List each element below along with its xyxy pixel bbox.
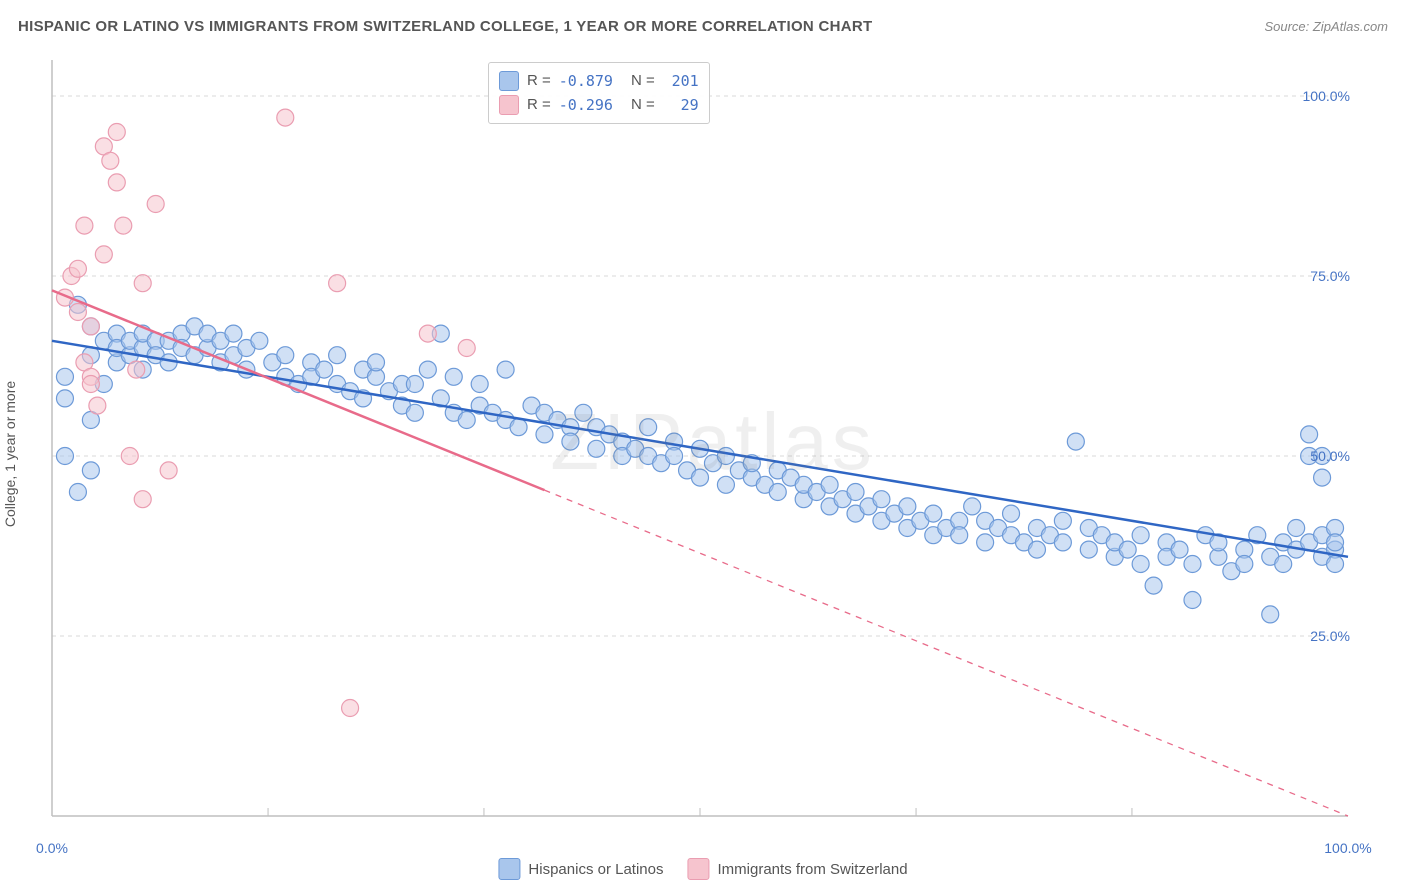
stats-row: R = -0.296 N = 29 xyxy=(499,93,699,117)
scatter-chart xyxy=(48,56,1378,828)
bottom-legend: Hispanics or Latinos Immigrants from Swit… xyxy=(498,858,907,880)
legend-label: Hispanics or Latinos xyxy=(528,861,663,878)
y-axis-label: College, 1 year or more xyxy=(2,381,18,527)
y-tick-label: 75.0% xyxy=(1310,268,1350,284)
stat-value-r: -0.296 xyxy=(559,93,613,117)
stat-label-r: R = xyxy=(527,93,551,117)
legend-swatch xyxy=(688,858,710,880)
chart-title: HISPANIC OR LATINO VS IMMIGRANTS FROM SW… xyxy=(18,18,873,35)
stat-value-r: -0.879 xyxy=(559,69,613,93)
legend-item: Hispanics or Latinos xyxy=(498,858,663,880)
legend-swatch xyxy=(498,858,520,880)
y-tick-label: 100.0% xyxy=(1303,88,1350,104)
x-tick-label: 0.0% xyxy=(36,840,68,856)
stat-value-n: 29 xyxy=(663,93,699,117)
x-tick-label: 100.0% xyxy=(1324,840,1371,856)
y-tick-label: 50.0% xyxy=(1310,448,1350,464)
legend-label: Immigrants from Switzerland xyxy=(718,861,908,878)
stat-label-n: N = xyxy=(631,93,655,117)
stat-label-n: N = xyxy=(631,69,655,93)
stat-value-n: 201 xyxy=(663,69,699,93)
stats-row: R = -0.879 N = 201 xyxy=(499,69,699,93)
legend-item: Immigrants from Switzerland xyxy=(688,858,908,880)
chart-area: ZIPatlas R =-0.879N =201R =-0.296N =29 2… xyxy=(48,56,1378,828)
legend-swatch xyxy=(499,71,519,91)
y-tick-label: 25.0% xyxy=(1310,628,1350,644)
legend-swatch xyxy=(499,95,519,115)
source-attribution: Source: ZipAtlas.com xyxy=(1264,19,1388,34)
stats-legend-box: R = -0.879 N = 201 R = -0.296 N = 29 xyxy=(488,62,710,124)
stat-label-r: R = xyxy=(527,69,551,93)
